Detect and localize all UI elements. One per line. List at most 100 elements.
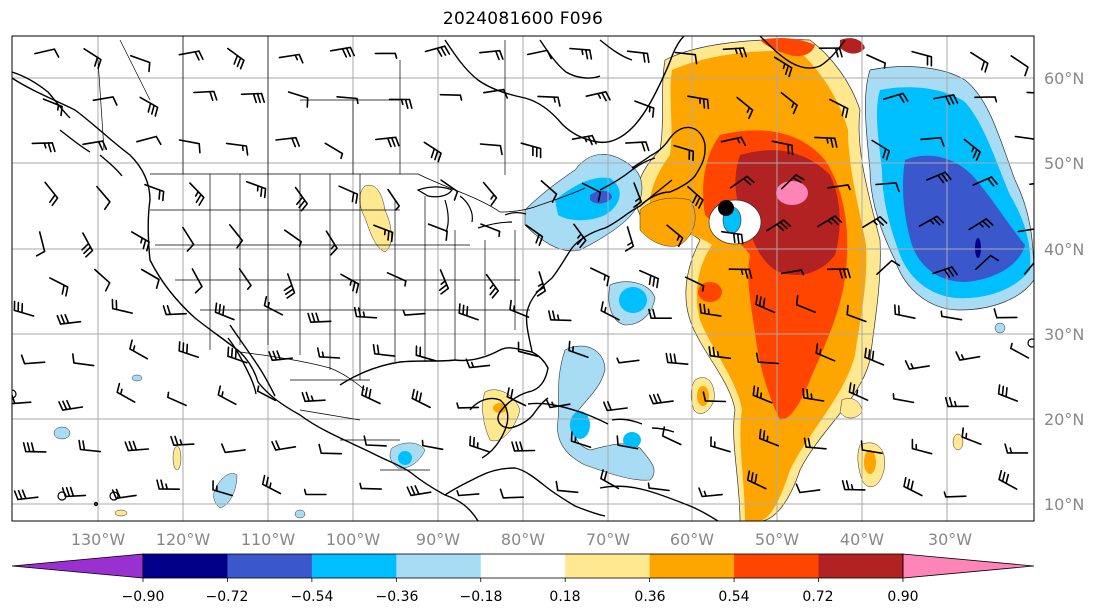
wind-barb — [465, 358, 491, 369]
wind-barb — [359, 482, 382, 490]
wind-barb — [363, 435, 387, 447]
wind-barb — [22, 442, 47, 453]
wind-barb — [944, 397, 969, 408]
wind-barb — [827, 184, 851, 191]
wind-barb — [998, 469, 1018, 490]
wind-barb — [111, 488, 137, 500]
wind-barb — [537, 95, 561, 107]
wind-barb — [31, 142, 56, 153]
wind-barb — [178, 50, 204, 61]
colorbar-segment — [396, 554, 482, 578]
wind-barb — [438, 269, 450, 295]
wind-barb — [325, 230, 338, 256]
wind-barb — [178, 139, 201, 154]
lat-label-4: 20°N — [1044, 410, 1084, 429]
wind-barb — [972, 176, 998, 187]
cbar-label-3: −0.36 — [376, 589, 419, 605]
wind-barb — [755, 352, 780, 365]
wind-barb — [58, 399, 84, 411]
lon-label-9: 40°W — [840, 530, 884, 549]
cbar-label-6: 0.36 — [634, 589, 665, 605]
wind-barb — [13, 489, 39, 501]
wind-barb — [624, 226, 635, 252]
lat-label-0: 60°N — [1044, 69, 1084, 88]
wind-barb — [571, 134, 597, 146]
wind-barb — [402, 309, 426, 316]
wind-barb — [479, 143, 503, 156]
wind-barb — [780, 174, 805, 190]
wind-barb — [182, 226, 195, 252]
wind-barb — [525, 224, 544, 246]
wind-barb — [189, 182, 205, 206]
plot-title: 2024081600 F096 — [442, 9, 604, 29]
wind-barb — [469, 435, 490, 453]
wind-barb — [388, 98, 413, 109]
wind-barb — [1004, 443, 1029, 454]
wind-barb — [238, 268, 252, 290]
wind-barb — [485, 273, 499, 299]
wind-barb — [13, 300, 35, 317]
wind-barb — [116, 382, 136, 403]
wind-barb — [1026, 91, 1034, 94]
map-frame — [11, 35, 1035, 522]
colorbar-segment — [649, 554, 735, 578]
wind-barb — [35, 231, 46, 257]
wind-barb — [191, 268, 203, 294]
lon-label-1: 120°W — [156, 530, 211, 549]
wind-barb — [72, 353, 95, 367]
wind-barb — [673, 144, 695, 162]
wind-barb — [144, 183, 165, 202]
wind-barb — [82, 140, 108, 151]
wind-barb — [871, 139, 890, 161]
wind-barb — [817, 215, 843, 228]
wind-barb — [506, 387, 527, 407]
colorbar-segment — [480, 554, 566, 578]
wind-barb — [766, 219, 792, 232]
wind-barb — [729, 175, 755, 189]
cbar-label-2: −0.54 — [291, 589, 334, 605]
wind-barb — [780, 269, 805, 276]
cbar-label-0: −0.90 — [122, 589, 165, 605]
wind-barb — [616, 435, 639, 450]
wind-barb — [585, 91, 611, 102]
wind-barb — [555, 480, 579, 494]
wind-barb — [535, 271, 546, 297]
wind-barb — [968, 218, 994, 231]
wind-barb — [268, 350, 293, 362]
wind-barb — [353, 306, 378, 319]
wind-barb — [374, 52, 398, 59]
wind-barb — [156, 479, 180, 490]
wind-barb — [600, 301, 620, 321]
wind-barb — [903, 476, 923, 497]
wind-barb — [970, 51, 989, 73]
wind-barb — [479, 49, 504, 61]
wind-barb — [803, 437, 827, 450]
wind-barb — [818, 47, 843, 58]
wind-barb — [386, 272, 407, 287]
colorbar-segment — [143, 554, 228, 578]
wind-barb — [647, 482, 670, 492]
wind-barb — [338, 185, 359, 204]
wind-barb — [42, 98, 63, 117]
wind-barb — [752, 385, 773, 404]
wind-barb — [866, 54, 886, 69]
wind-barb — [918, 215, 945, 227]
wind-barb — [674, 51, 698, 65]
wind-barb — [634, 100, 655, 118]
wind-barb — [287, 91, 309, 108]
wind-barb — [96, 185, 111, 210]
wind-barb — [129, 339, 149, 360]
wind-barb — [780, 92, 798, 115]
negative-anomaly-canada — [524, 154, 643, 252]
wind-barb — [860, 440, 883, 455]
wind-barb — [284, 229, 302, 248]
wind-barb — [773, 56, 793, 78]
wind-barb — [275, 136, 300, 148]
wind-barb — [702, 391, 727, 403]
wind-barb — [483, 88, 508, 99]
wind-barb — [94, 268, 111, 292]
wind-barb — [34, 48, 60, 58]
wind-barb — [170, 435, 195, 446]
wind-barb — [943, 491, 967, 498]
wind-barb — [329, 46, 355, 58]
